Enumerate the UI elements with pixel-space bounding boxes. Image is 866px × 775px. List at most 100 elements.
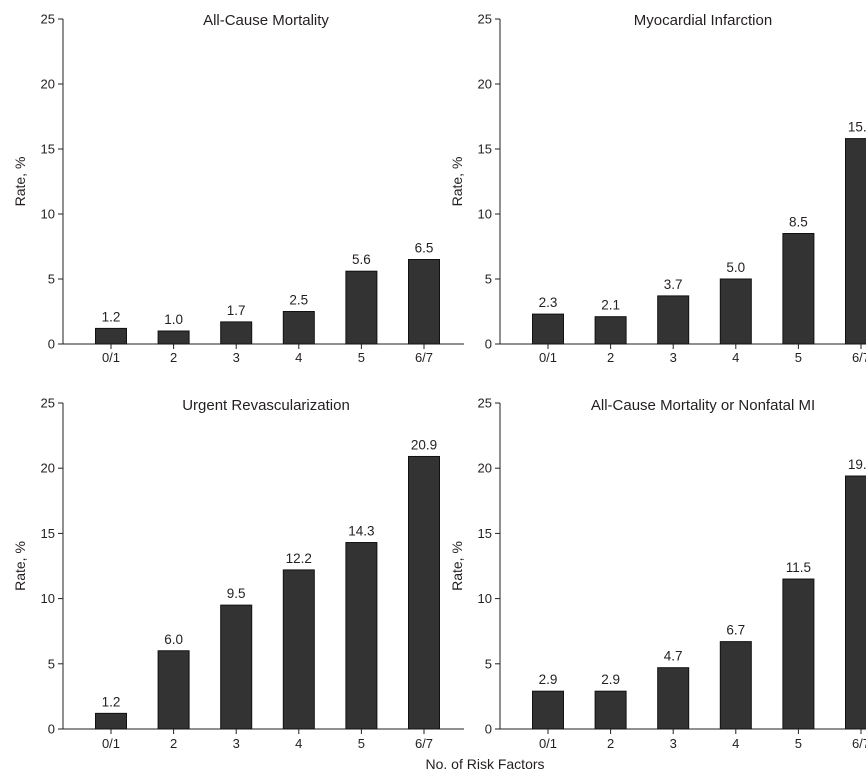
- y-tick-label: 0: [485, 722, 492, 737]
- y-tick-label: 15: [41, 526, 55, 541]
- y-axis-label: Rate, %: [12, 157, 28, 207]
- bar-value-label: 2.9: [601, 672, 620, 687]
- bar-value-label: 1.2: [102, 694, 121, 709]
- x-tick-label: 3: [233, 736, 240, 751]
- bar-value-label: 5.6: [352, 252, 371, 267]
- x-tick-label: 2: [607, 350, 614, 365]
- x-tick-label: 3: [233, 350, 240, 365]
- bar-value-label: 2.3: [539, 295, 558, 310]
- y-tick-label: 0: [485, 337, 492, 352]
- y-tick-label: 5: [48, 272, 55, 287]
- bar-value-label: 8.5: [789, 215, 808, 230]
- y-tick-label: 25: [41, 396, 55, 411]
- bar-value-label: 2.9: [539, 672, 558, 687]
- y-tick-label: 0: [48, 337, 55, 352]
- y-tick-label: 0: [48, 722, 55, 737]
- x-tick-label: 4: [295, 350, 302, 365]
- bar: [657, 295, 690, 345]
- x-tick-label: 6/7: [852, 350, 866, 365]
- y-tick-label: 10: [478, 207, 492, 222]
- panel-title: Urgent Revascularization: [182, 397, 350, 414]
- y-tick-label: 5: [48, 656, 55, 671]
- x-tick-label: 2: [607, 736, 614, 751]
- bar: [157, 650, 190, 730]
- bar: [282, 311, 315, 345]
- bar-value-label: 9.5: [227, 586, 246, 601]
- bar-value-label: 2.5: [289, 293, 308, 308]
- x-tick-label: 0/1: [102, 350, 120, 365]
- y-tick-label: 10: [478, 591, 492, 606]
- y-tick-label: 15: [478, 142, 492, 157]
- y-tick-label: 15: [41, 142, 55, 157]
- x-tick-label: 3: [670, 736, 677, 751]
- x-tick-label: 2: [170, 736, 177, 751]
- x-tick-label: 4: [732, 736, 739, 751]
- y-tick-label: 10: [41, 207, 55, 222]
- bar: [95, 712, 127, 730]
- bar: [282, 569, 315, 730]
- x-tick-label: 6/7: [852, 736, 866, 751]
- bar: [532, 690, 564, 730]
- y-tick-label: 25: [41, 12, 55, 27]
- y-tick-label: 25: [478, 12, 492, 27]
- y-tick-label: 20: [478, 461, 492, 476]
- bar-value-label: 11.5: [786, 560, 811, 575]
- bar: [719, 641, 752, 730]
- y-axis-label: Rate, %: [449, 157, 465, 207]
- x-tick-label: 4: [295, 736, 302, 751]
- bar-value-label: 2.1: [601, 298, 620, 313]
- panel-title: Myocardial Infarction: [634, 12, 772, 29]
- bar-value-label: 1.2: [102, 309, 121, 324]
- y-tick-label: 10: [41, 591, 55, 606]
- bar: [782, 233, 815, 345]
- bar-value-label: 6.5: [415, 241, 434, 256]
- y-tick-label: 25: [478, 396, 492, 411]
- bar-value-label: 12.2: [286, 551, 312, 566]
- chart-panel: All-Cause Mortality or Nonfatal MI 0 5 10 15…: [449, 396, 866, 751]
- y-axis-label: Rate, %: [12, 541, 28, 591]
- bar: [532, 313, 564, 345]
- bar-value-label: 20.9: [411, 437, 437, 452]
- y-tick-label: 5: [485, 656, 492, 671]
- bar: [408, 259, 440, 345]
- bar: [345, 542, 378, 730]
- bar: [657, 667, 690, 730]
- x-tick-label: 5: [795, 736, 802, 751]
- bar-value-label: 15.8: [848, 120, 866, 135]
- bar: [157, 330, 190, 345]
- bar-value-label: 1.0: [164, 312, 183, 327]
- shared-x-axis-title: No. of Risk Factors: [425, 756, 544, 772]
- y-tick-label: 15: [478, 526, 492, 541]
- y-axis-label: Rate, %: [449, 541, 465, 591]
- bar: [408, 455, 440, 730]
- bar: [345, 270, 378, 345]
- bar-value-label: 19.4: [848, 457, 866, 472]
- bar: [594, 316, 627, 345]
- y-tick-label: 5: [485, 272, 492, 287]
- x-tick-label: 0/1: [539, 736, 557, 751]
- panel-title: All-Cause Mortality or Nonfatal MI: [591, 397, 815, 414]
- bar-value-label: 14.3: [348, 524, 374, 539]
- x-tick-label: 2: [170, 350, 177, 365]
- x-tick-label: 5: [795, 350, 802, 365]
- bar: [719, 278, 752, 345]
- bar-value-label: 5.0: [726, 260, 745, 275]
- x-tick-label: 0/1: [102, 736, 120, 751]
- bar-value-label: 4.7: [664, 649, 683, 664]
- bar-value-label: 1.7: [227, 303, 246, 318]
- bar: [845, 475, 866, 730]
- x-tick-label: 5: [358, 350, 365, 365]
- x-tick-label: 5: [358, 736, 365, 751]
- x-tick-label: 6/7: [415, 350, 433, 365]
- bar: [220, 321, 253, 345]
- x-tick-label: 6/7: [415, 736, 433, 751]
- bar: [594, 690, 627, 730]
- x-tick-label: 4: [732, 350, 739, 365]
- bar: [845, 138, 866, 345]
- bar-value-label: 6.0: [164, 632, 183, 647]
- y-tick-label: 20: [41, 461, 55, 476]
- x-tick-label: 3: [670, 350, 677, 365]
